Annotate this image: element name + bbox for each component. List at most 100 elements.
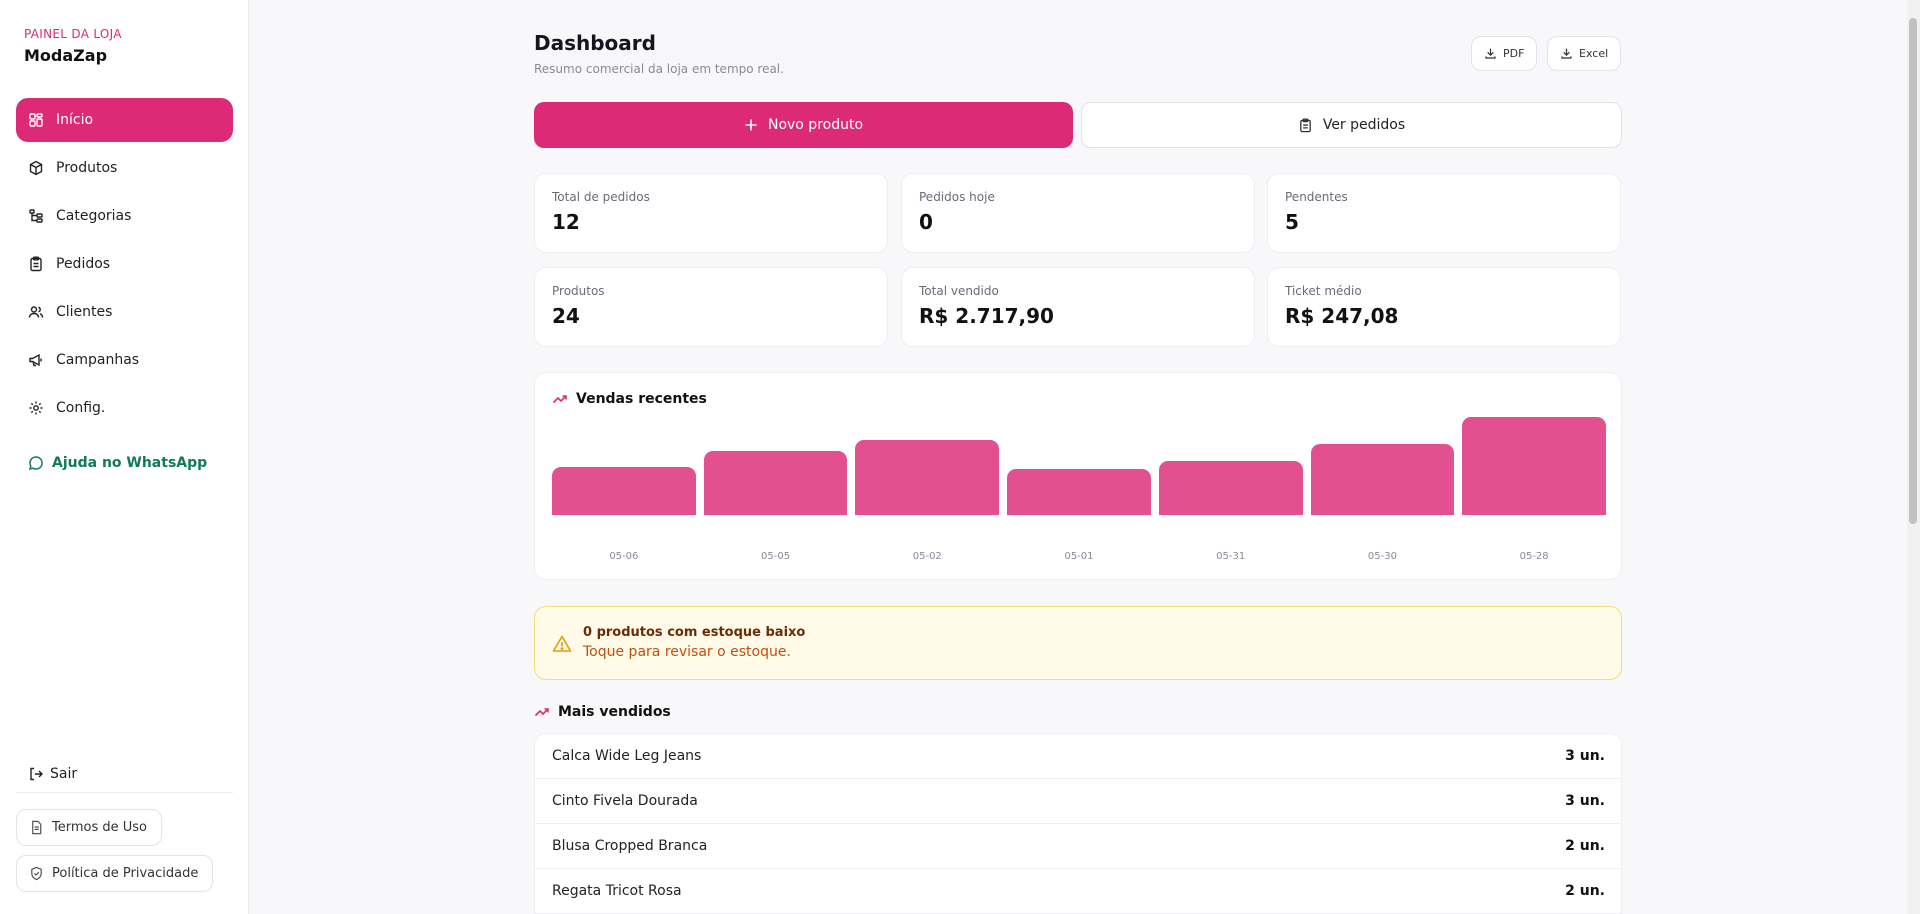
scrollbar-thumb[interactable] [1909, 18, 1917, 524]
list-item[interactable]: Calca Wide Leg Jeans 3 un. [535, 734, 1621, 779]
product-name: Regata Tricot Rosa [552, 883, 682, 899]
recent-sales-title: Vendas recentes [552, 391, 707, 407]
low-stock-alert[interactable]: 0 produtos com estoque baixo Toque para … [534, 606, 1622, 680]
product-qty: 3 un. [1565, 793, 1605, 809]
page-subtitle: Resumo comercial da loja em tempo real. [534, 62, 784, 76]
stat-label: Pedidos hoje [919, 190, 995, 204]
export-pdf-button[interactable]: PDF [1471, 36, 1538, 71]
sidebar-item-campanhas[interactable]: Campanhas [16, 338, 233, 382]
plus-icon [745, 119, 757, 131]
chart-bar [1158, 461, 1303, 515]
sidebar-item-pedidos[interactable]: Pedidos [16, 242, 233, 286]
chat-bubble-icon [28, 456, 43, 471]
help-label: Ajuda no WhatsApp [52, 455, 208, 471]
warning-icon [552, 635, 572, 652]
best-sellers-title: Mais vendidos [534, 704, 671, 720]
stat-value: 0 [919, 210, 933, 234]
stat-card-average-ticket: Ticket médio R$ 247,08 [1267, 267, 1621, 347]
list-item[interactable]: Regata Tricot Rosa 2 un. [535, 869, 1621, 914]
sidebar-item-config[interactable]: Config. [16, 386, 233, 430]
stat-label: Ticket médio [1285, 284, 1362, 298]
best-sellers-list: Calca Wide Leg Jeans 3 un. Cinto Fivela … [534, 733, 1622, 914]
sidebar-item-clientes[interactable]: Clientes [16, 290, 233, 334]
brand-kicker: PAINEL DA LOJA [24, 27, 122, 41]
stat-card-total-orders: Total de pedidos 12 [534, 173, 888, 253]
terms-button[interactable]: Termos de Uso [16, 809, 162, 846]
view-orders-button[interactable]: Ver pedidos [1081, 102, 1622, 148]
download-icon [1485, 48, 1496, 59]
sidebar-item-label: Pedidos [56, 256, 111, 272]
product-name: Blusa Cropped Branca [552, 838, 708, 854]
stat-card-orders-today: Pedidos hoje 0 [901, 173, 1255, 253]
logout-label: Sair [50, 766, 78, 782]
sidebar: PAINEL DA LOJA ModaZap Início Produtos C… [0, 0, 249, 914]
whatsapp-help-link[interactable]: Ajuda no WhatsApp [28, 455, 207, 471]
stat-label: Total de pedidos [552, 190, 650, 204]
sidebar-item-label: Campanhas [56, 352, 140, 368]
megaphone-icon [28, 352, 44, 368]
product-name: Calca Wide Leg Jeans [552, 748, 702, 764]
stat-label: Produtos [552, 284, 605, 298]
chart-bar [1462, 417, 1606, 515]
clipboard-icon [28, 256, 44, 272]
chart-x-tick-label: 05-31 [1216, 551, 1246, 562]
page-scrollbar[interactable] [1907, 0, 1920, 914]
sidebar-item-inicio[interactable]: Início [16, 98, 233, 142]
users-icon [28, 304, 44, 320]
chart-x-tick-label: 05-01 [1064, 551, 1094, 562]
pdf-label: PDF [1503, 47, 1525, 60]
grid-icon [28, 112, 44, 128]
terms-label: Termos de Uso [52, 820, 147, 835]
chart-bar [855, 439, 1000, 515]
stat-value: 24 [552, 304, 580, 328]
chart-bar [552, 466, 696, 515]
privacy-label: Política de Privacidade [52, 866, 199, 881]
chart-bar [703, 451, 848, 515]
chart-x-tick-label: 05-30 [1367, 551, 1397, 562]
sidebar-item-label: Config. [56, 400, 106, 416]
sidebar-item-label: Produtos [56, 160, 118, 176]
stat-label: Total vendido [919, 284, 999, 298]
stat-value: 5 [1285, 210, 1299, 234]
sidebar-item-label: Início [56, 112, 94, 128]
chart-x-tick-label: 05-02 [912, 551, 942, 562]
list-item[interactable]: Cinto Fivela Dourada 3 un. [535, 779, 1621, 824]
chart-x-tick-label: 05-05 [761, 551, 791, 562]
sidebar-item-produtos[interactable]: Produtos [16, 146, 233, 190]
clipboard-icon [1299, 117, 1311, 132]
brand-name: ModaZap [24, 46, 108, 65]
sidebar-item-categorias[interactable]: Categorias [16, 194, 233, 238]
stat-card-pending: Pendentes 5 [1267, 173, 1621, 253]
sidebar-item-label: Clientes [56, 304, 113, 320]
excel-label: Excel [1579, 47, 1609, 60]
sidebar-divider [16, 792, 233, 793]
stat-value: 12 [552, 210, 580, 234]
gear-icon [28, 400, 44, 416]
sidebar-item-label: Categorias [56, 208, 132, 224]
trending-up-icon [552, 395, 567, 404]
alert-subtitle: Toque para revisar o estoque. [583, 644, 791, 660]
chart-bar [1007, 468, 1151, 515]
download-icon [1561, 48, 1572, 59]
stat-card-products: Produtos 24 [534, 267, 888, 347]
product-qty: 2 un. [1565, 883, 1605, 899]
chart-x-tick-label: 05-06 [609, 551, 639, 562]
recent-sales-title-text: Vendas recentes [576, 391, 707, 407]
list-item[interactable]: Blusa Cropped Branca 2 un. [535, 824, 1621, 869]
chart-x-tick-label: 05-28 [1519, 551, 1549, 562]
trending-up-icon [534, 708, 549, 717]
new-product-button[interactable]: Novo produto [534, 102, 1073, 148]
recent-sales-chart [552, 417, 1606, 515]
stat-value: R$ 2.717,90 [919, 304, 1054, 328]
document-icon [32, 820, 42, 835]
privacy-button[interactable]: Política de Privacidade [16, 855, 214, 892]
product-qty: 3 un. [1565, 748, 1605, 764]
logout-button[interactable]: Sair [28, 766, 77, 782]
product-name: Cinto Fivela Dourada [552, 793, 698, 809]
sidebar-nav: Início Produtos Categorias Pedidos Clien… [16, 98, 233, 434]
best-sellers-title-text: Mais vendidos [558, 704, 671, 720]
export-excel-button[interactable]: Excel [1547, 36, 1622, 71]
box-icon [28, 160, 44, 176]
recent-sales-card: Vendas recentes 05-06 05-05 05-02 05-01 05-3… [534, 372, 1622, 580]
logout-icon [30, 767, 43, 781]
